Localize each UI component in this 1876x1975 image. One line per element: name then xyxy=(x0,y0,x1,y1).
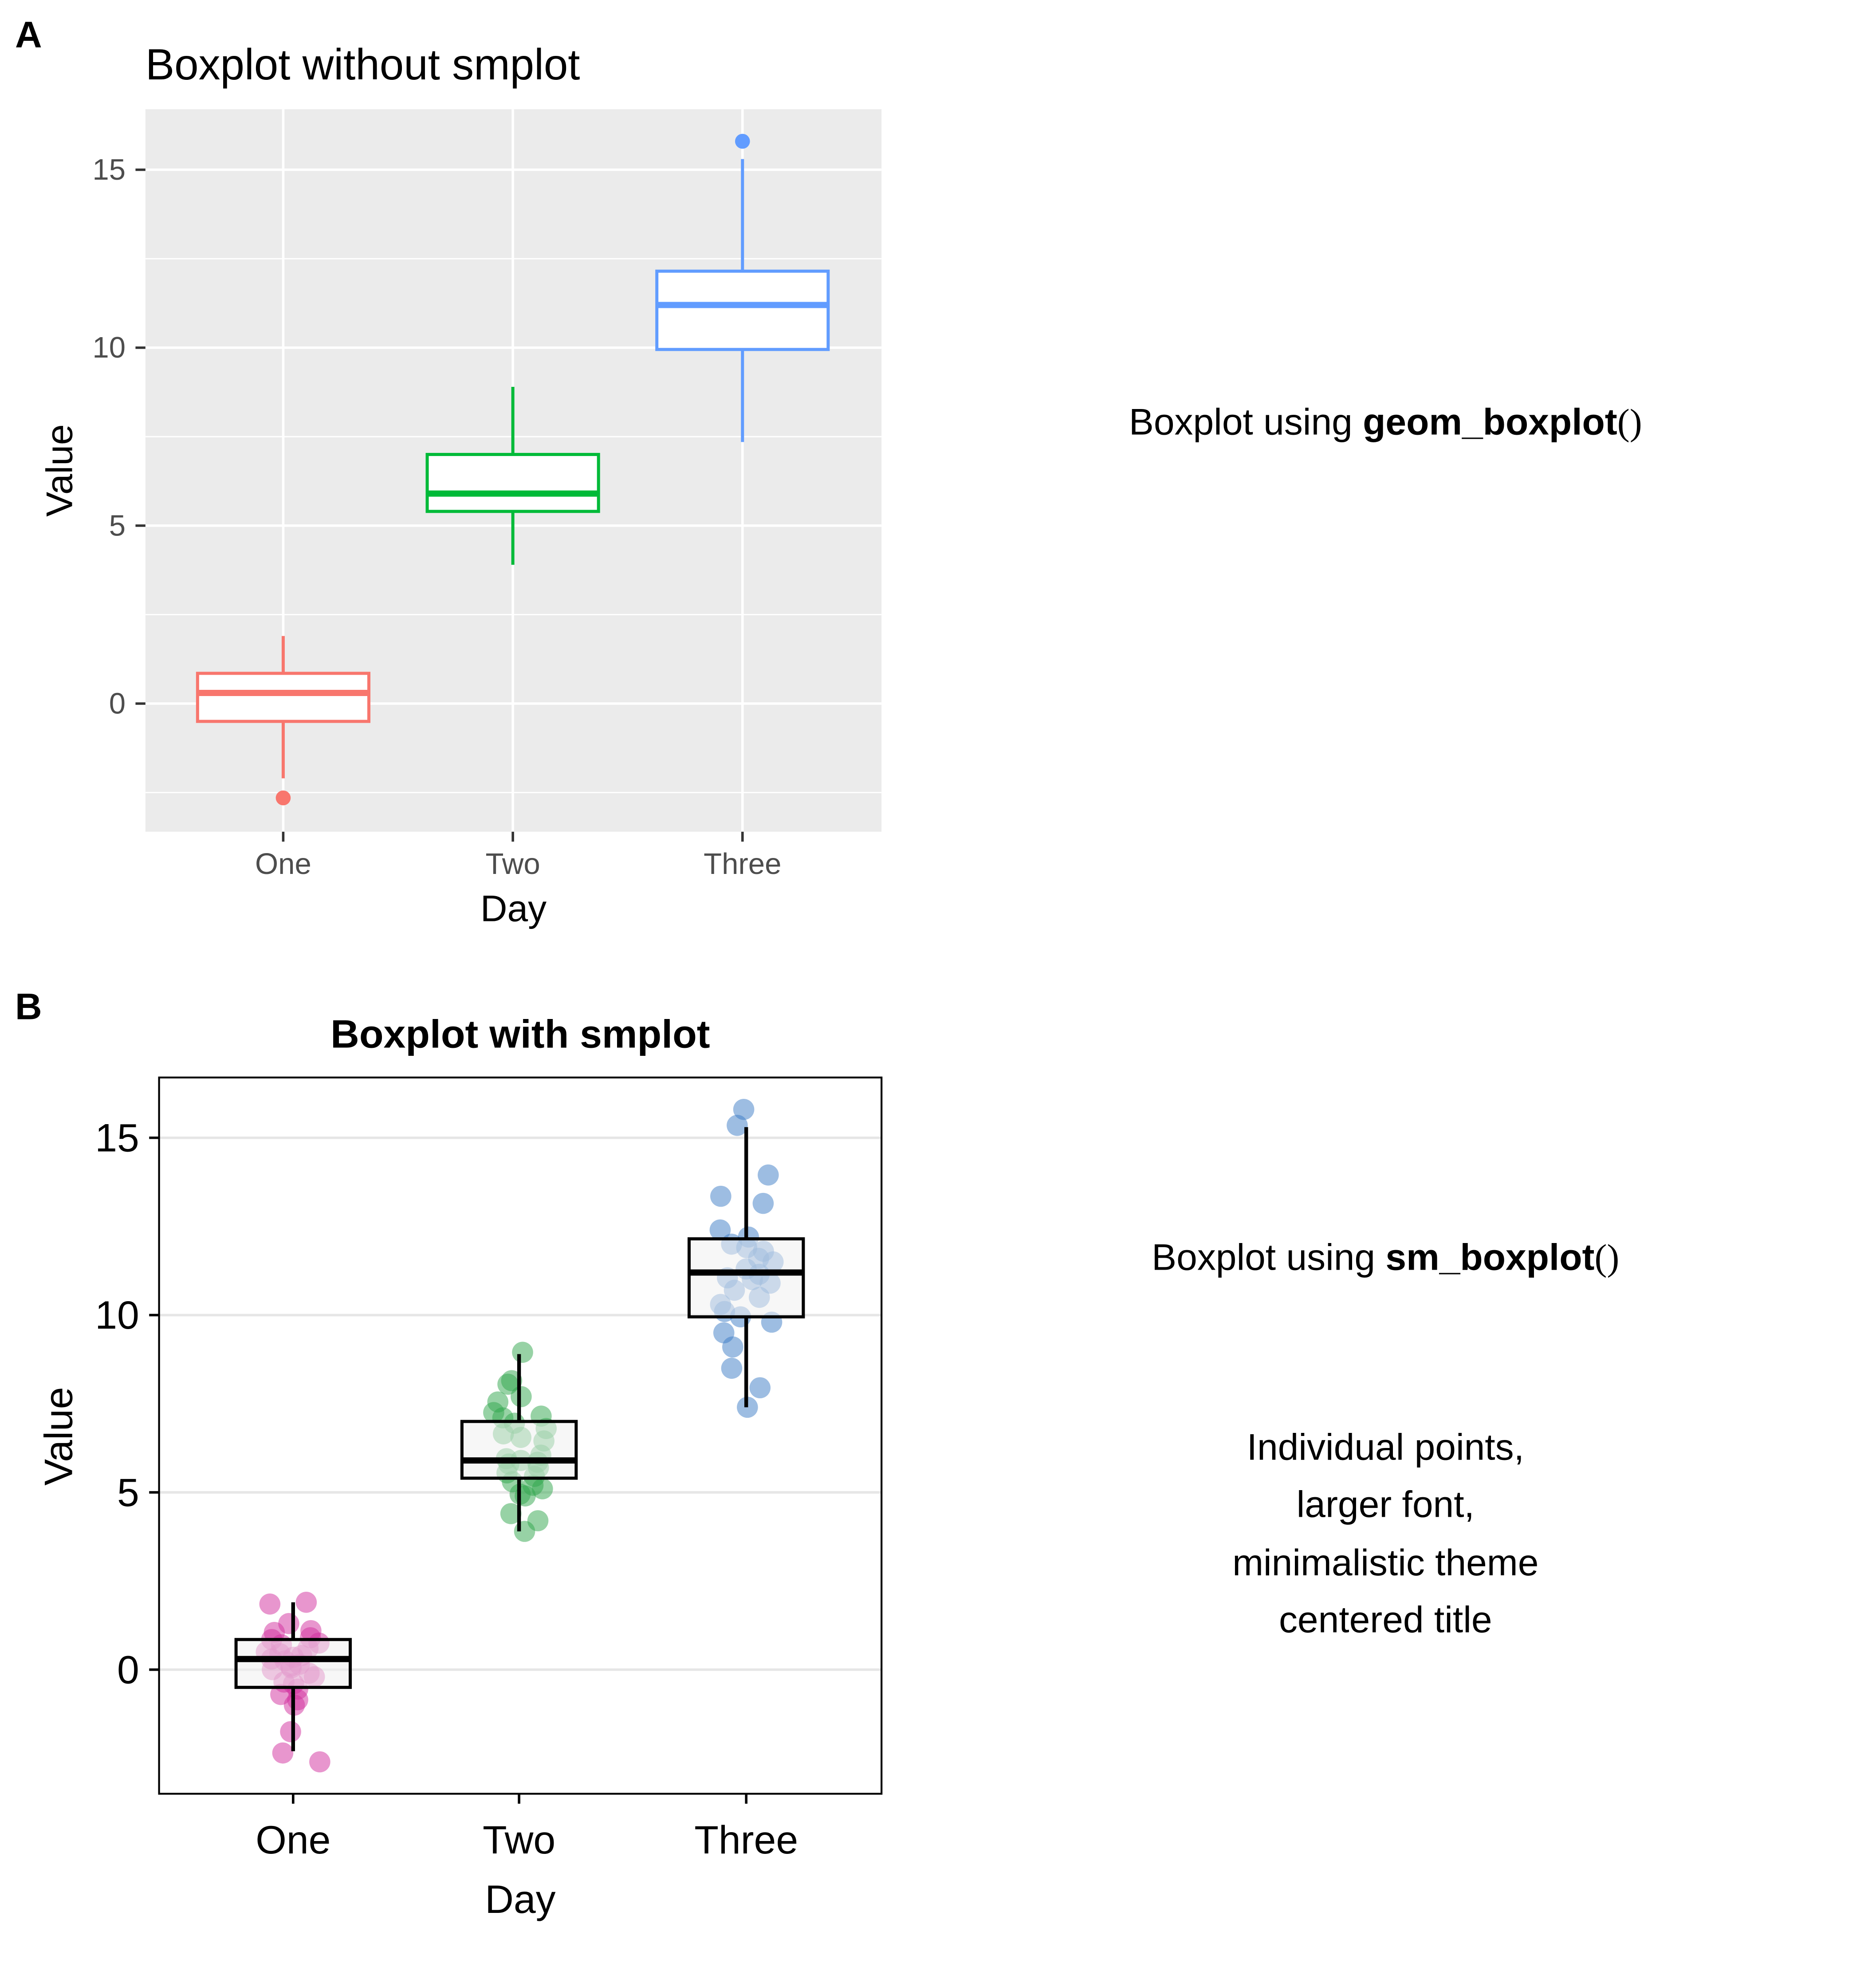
chart-a-x-axis: One Two Three xyxy=(255,831,781,881)
chart-a-y-axis: 0 5 10 15 xyxy=(92,153,146,720)
chart-b-x-axis: One Two Three xyxy=(256,1794,798,1862)
chart-b-data-point xyxy=(727,1114,748,1136)
chart-b-box xyxy=(234,1638,352,1689)
chart-b-data-point xyxy=(512,1342,533,1363)
chart-a-y-tick-label: 10 xyxy=(92,331,126,364)
chart-b-x-axis-title: Day xyxy=(485,1877,555,1921)
chart-b-data-point xyxy=(749,1377,771,1399)
chart-b-data-point xyxy=(722,1336,743,1358)
chart-a-x-axis-title: Day xyxy=(480,887,547,929)
chart-b-data-point xyxy=(500,1503,522,1524)
chart-b-data-point xyxy=(532,1478,553,1499)
chart-b-data-point xyxy=(709,1219,731,1241)
panel-a-label: A xyxy=(15,13,42,55)
chart-a-y-tick-label: 15 xyxy=(92,153,126,186)
chart-a-title: Boxplot without smplot xyxy=(146,40,580,89)
chart-a-outlier-point xyxy=(735,134,750,149)
chart-a-box xyxy=(425,452,600,513)
chart-a-y-tick-label: 0 xyxy=(109,687,126,720)
panel-b-label: B xyxy=(15,985,42,1027)
panel-b-description-parens: () xyxy=(1594,1237,1619,1279)
panel-b-description: Boxplot using sm_boxplot() xyxy=(1152,1236,1619,1279)
chart-b-boxes xyxy=(234,1127,805,1751)
chart-a-box xyxy=(196,672,371,723)
chart-a-y-axis-title: Value xyxy=(39,424,80,516)
chart-b-data-point xyxy=(721,1357,743,1379)
panel-b-note-4: centered title xyxy=(1279,1599,1492,1641)
chart-b-data-point xyxy=(309,1751,330,1773)
panel-b-note-3: minimalistic theme xyxy=(1232,1542,1538,1583)
chart-b-x-tick-label: Two xyxy=(483,1818,555,1862)
chart-b-data-point xyxy=(295,1592,317,1613)
panel-a-description-parens: () xyxy=(1617,401,1642,443)
panel-b-description-prefix: Boxplot using xyxy=(1152,1236,1385,1278)
chart-b-box xyxy=(460,1420,578,1480)
chart-b-box xyxy=(687,1237,805,1318)
chart-b-data-point xyxy=(514,1521,535,1542)
chart-b-y-tick-label: 5 xyxy=(117,1470,139,1515)
chart-a-outlier-point xyxy=(275,790,291,806)
chart-b-data-point xyxy=(752,1192,774,1214)
chart-a-x-tick-label: Two xyxy=(486,847,540,881)
chart-b-data-point xyxy=(710,1185,732,1207)
chart-a-x-tick-label: Three xyxy=(704,847,781,881)
chart-b-y-axis-title: Value xyxy=(36,1387,81,1485)
chart-b-y-axis: 0 5 10 15 xyxy=(95,1116,159,1692)
chart-b-data-point xyxy=(497,1373,519,1395)
chart-b-x-tick-label: One xyxy=(256,1818,330,1862)
panel-b-note-1: Individual points, xyxy=(1247,1426,1524,1468)
chart-b-title: Boxplot with smplot xyxy=(330,1012,710,1056)
panel-a-description-function: geom_boxplot xyxy=(1363,401,1617,442)
chart-b-y-tick-label: 0 xyxy=(117,1647,139,1692)
chart-b-data-point xyxy=(280,1721,301,1743)
panel-b-description-function: sm_boxplot xyxy=(1385,1236,1594,1278)
chart-b-data-point xyxy=(758,1164,779,1186)
chart-a-boxes xyxy=(196,134,830,806)
chart-b-data-point xyxy=(733,1099,755,1120)
chart-b-data-point xyxy=(272,1742,294,1764)
chart-b-x-tick-label: Three xyxy=(694,1818,798,1862)
chart-a-x-tick-label: One xyxy=(255,847,311,881)
chart-b-data-point xyxy=(259,1593,281,1615)
chart-b-y-tick-label: 10 xyxy=(95,1293,139,1337)
chart-a-y-tick-label: 5 xyxy=(109,509,126,542)
chart-b-data-point xyxy=(511,1386,532,1408)
panel-a: A Boxplot without smplot 0 5 10 15 One Two Th… xyxy=(15,13,1642,929)
panel-b-note-2: larger font, xyxy=(1297,1483,1475,1525)
panel-b: B Boxplot with smplot 0 5 10 15 One Two Three… xyxy=(15,985,1619,1921)
chart-b-y-tick-label: 15 xyxy=(95,1116,139,1160)
panel-a-description: Boxplot using geom_boxplot() xyxy=(1129,401,1642,443)
panel-a-description-prefix: Boxplot using xyxy=(1129,401,1363,442)
chart-a-box xyxy=(655,269,830,351)
